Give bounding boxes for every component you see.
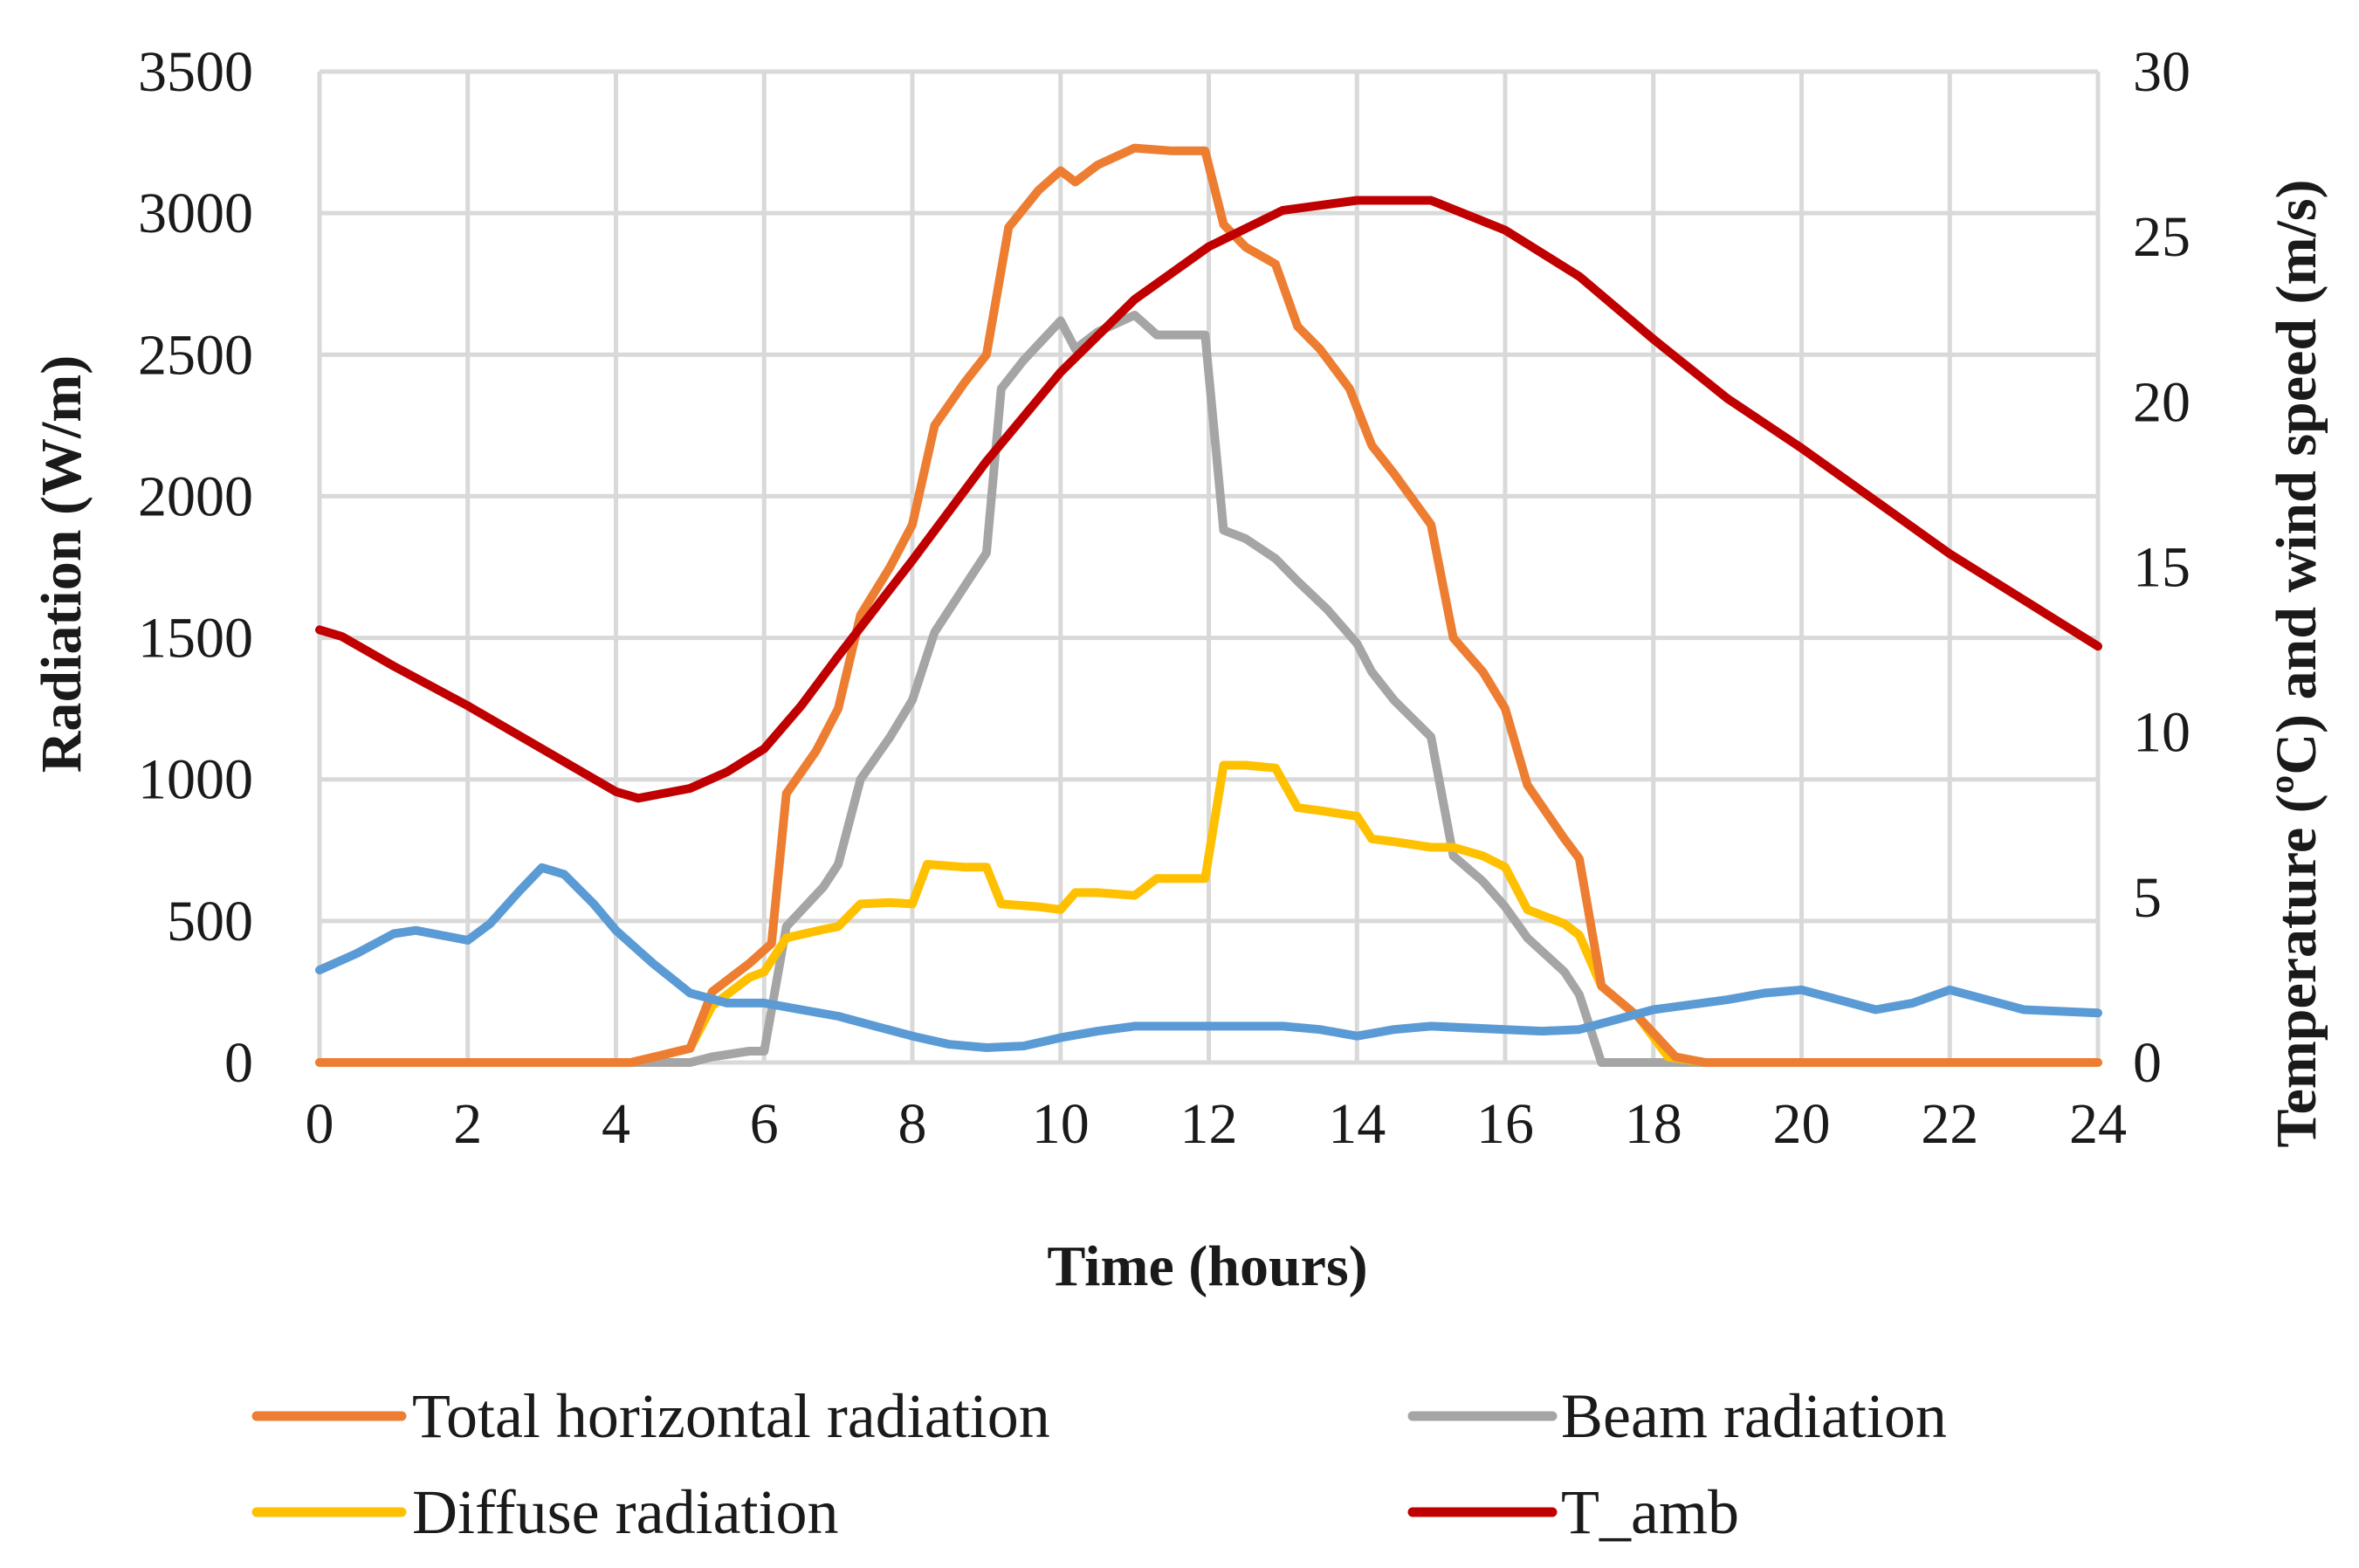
y-right-tick-label-5: 5 [2133,866,2162,930]
right-y-axis-ticks: 0 5 10 15 20 25 30 [2133,40,2190,1095]
series-line-t-amb [315,196,2102,803]
y-left-tick-label-3000: 3000 [138,182,253,245]
x-tick-label-10: 10 [1032,1092,1090,1156]
x-tick-label-22: 22 [1921,1092,1978,1156]
x-tick-label-20: 20 [1773,1092,1831,1156]
y-right-tick-label-0: 0 [2133,1031,2162,1095]
x-tick-label-6: 6 [750,1092,779,1156]
right-y-axis-title: Temperature (ºC) and wind speed (m/s) [2265,180,2328,1148]
y-left-tick-label-0: 0 [224,1031,253,1095]
y-right-tick-label-20: 20 [2133,370,2190,434]
y-left-tick-label-2500: 2500 [138,323,253,387]
x-tick-label-24: 24 [2069,1092,2127,1156]
y-left-tick-label-2000: 2000 [138,464,253,528]
x-tick-label-0: 0 [306,1092,334,1156]
y-right-tick-label-10: 10 [2133,701,2190,765]
series-line-series-4 [315,863,2102,1052]
x-tick-label-14: 14 [1328,1092,1386,1156]
left-y-axis-ticks: 0 500 1000 1500 2000 2500 3000 3500 [138,40,253,1095]
y-right-tick-label-30: 30 [2133,40,2190,104]
plot-series [315,143,2102,1067]
x-axis-ticks: 0 2 4 6 8 10 12 14 16 18 20 22 24 [306,1092,2128,1156]
series-line-diffuse-radiation [315,760,2102,1067]
legend-label-diffuse-radiation: Diffuse radiation [412,1477,839,1547]
chart-grid [317,69,2101,1065]
x-tick-label-12: 12 [1180,1092,1238,1156]
y-left-tick-label-3500: 3500 [138,40,253,104]
x-tick-label-8: 8 [898,1092,927,1156]
y-right-tick-label-15: 15 [2133,536,2190,600]
left-y-axis-title: Radiation (W/m) [30,355,93,774]
y-right-tick-label-25: 25 [2133,205,2190,269]
x-tick-label-2: 2 [453,1092,482,1156]
x-tick-label-4: 4 [602,1092,630,1156]
legend-label-t-amb: T_amb [1561,1477,1739,1547]
x-axis-title: Time (hours) [1047,1234,1367,1298]
y-left-tick-label-500: 500 [167,890,253,953]
legend-label-beam-radiation: Beam radiation [1561,1381,1947,1451]
x-tick-label-16: 16 [1476,1092,1534,1156]
series-line-total-horizontal-radiation [315,143,2102,1067]
y-left-tick-label-1500: 1500 [138,607,253,671]
x-tick-label-18: 18 [1625,1092,1682,1156]
series-line-beam-radiation [315,310,2102,1067]
y-left-tick-label-1000: 1000 [138,748,253,812]
legend: Total horizontal radiation Beam radiatio… [251,1381,1947,1547]
legend-label-total-horizontal-radiation: Total horizontal radiation [412,1381,1050,1451]
